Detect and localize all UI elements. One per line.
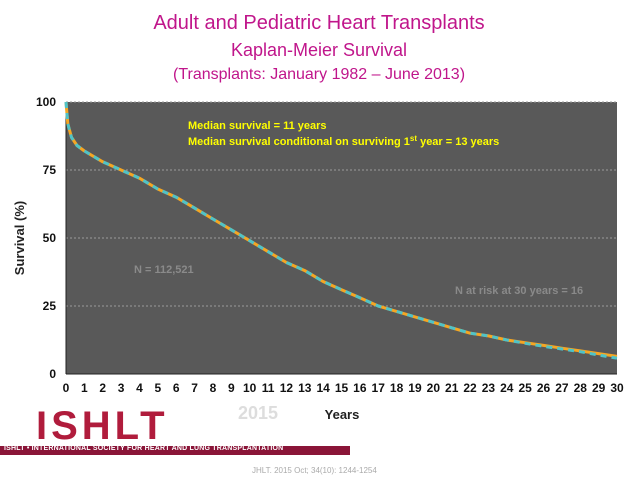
x-tick-label: 19: [408, 381, 422, 395]
society-name: ISHLT • INTERNATIONAL SOCIETY FOR HEART …: [4, 445, 284, 452]
x-tick-label: 9: [228, 381, 235, 395]
x-tick-label: 24: [500, 381, 514, 395]
x-tick-label: 8: [210, 381, 217, 395]
x-tick-label: 14: [316, 381, 330, 395]
x-tick-label: 20: [427, 381, 441, 395]
y-tick-label: 50: [43, 231, 57, 245]
x-tick-label: 7: [191, 381, 198, 395]
x-tick-label: 16: [353, 381, 367, 395]
median-survival-label: Median survival = 11 years: [188, 120, 327, 132]
plot-area: [66, 102, 617, 374]
x-tick-label: 21: [445, 381, 459, 395]
chart-subtitle: Kaplan-Meier Survival: [230, 40, 408, 60]
report-year: 2015: [238, 403, 279, 423]
y-tick-label: 0: [49, 367, 56, 381]
society-banner: ISHLT • INTERNATIONAL SOCIETY FOR HEART …: [0, 445, 350, 455]
y-tick-label: 75: [43, 163, 57, 177]
x-tick-label: 2: [99, 381, 106, 395]
x-tick-label: 1: [81, 381, 88, 395]
x-tick-label: 22: [463, 381, 477, 395]
x-tick-label: 13: [298, 381, 312, 395]
x-tick-label: 0: [63, 381, 70, 395]
x-tick-label: 28: [574, 381, 588, 395]
x-tick-label: 6: [173, 381, 180, 395]
conditional-median-label: Median survival conditional on surviving…: [188, 134, 499, 148]
x-tick-label: 5: [154, 381, 161, 395]
x-tick-label: 10: [243, 381, 257, 395]
y-tick-label: 100: [36, 95, 56, 109]
x-tick-label: 23: [482, 381, 496, 395]
x-tick-label: 25: [518, 381, 532, 395]
x-tick-label: 15: [335, 381, 349, 395]
survival-series-line: [64, 101, 618, 360]
y-axis-title: Survival (%): [12, 201, 27, 275]
n-at-risk-label: N at risk at 30 years = 16: [455, 285, 583, 297]
x-tick-label: 18: [390, 381, 404, 395]
x-tick-label: 3: [118, 381, 125, 395]
x-tick-label: 11: [262, 381, 275, 395]
x-axis-title: Years: [325, 407, 360, 422]
x-tick-label: 17: [372, 381, 386, 395]
y-tick-label: 25: [43, 299, 57, 313]
chart-title: Adult and Pediatric Heart Transplants: [153, 12, 485, 34]
ishlt-logo: ISHLT: [8, 404, 198, 448]
x-tick-label: 4: [136, 381, 143, 395]
x-tick-label: 29: [592, 381, 606, 395]
x-tick-label: 30: [610, 381, 624, 395]
citation: JHLT. 2015 Oct; 34(10): 1244-1254: [252, 466, 377, 475]
x-tick-label: 12: [280, 381, 294, 395]
chart-period: (Transplants: January 1982 – June 2013): [172, 66, 466, 83]
logo-text: ISHLT: [36, 404, 169, 448]
n-total-label: N = 112,521: [134, 264, 194, 276]
x-tick-label: 26: [537, 381, 551, 395]
series-lines: [64, 101, 618, 360]
x-tick-label: 27: [555, 381, 569, 395]
